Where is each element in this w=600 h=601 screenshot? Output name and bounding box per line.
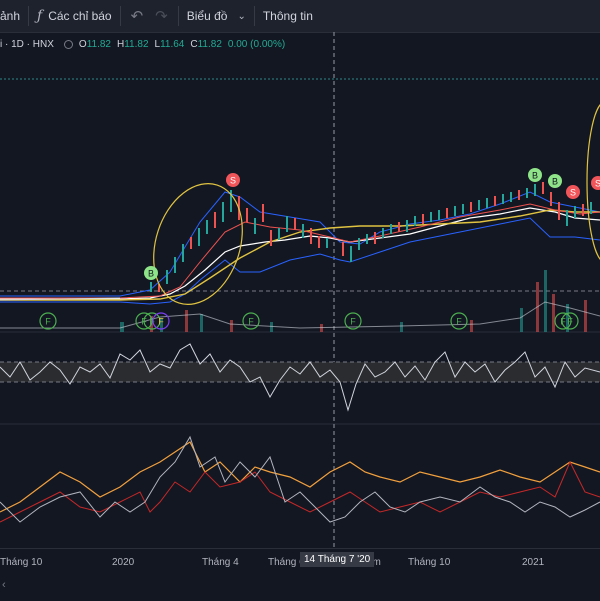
- time-axis[interactable]: Tháng 10 2020 Tháng 4 Tháng 6 ăm Tháng 1…: [0, 548, 600, 601]
- fractal-marker: F: [39, 312, 57, 330]
- fractal-marker-label: F: [149, 317, 155, 327]
- fractal-marker-label: F: [456, 317, 462, 327]
- time-axis-label: Tháng 10: [408, 557, 451, 568]
- fractal-marker: F: [344, 312, 362, 330]
- sell-marker-label: S: [570, 188, 576, 198]
- ohlc-high: H11.82: [116, 38, 149, 50]
- fractal-marker-label: F: [350, 317, 356, 327]
- chart-canvas[interactable]: B B B S S S F F F F F F F F F: [0, 32, 600, 548]
- volume-ma-line: [0, 301, 600, 329]
- function-icon: ƒ: [37, 8, 43, 24]
- sell-marker: S: [226, 173, 240, 187]
- fractal-marker-label: F: [45, 317, 51, 327]
- toolbar-truncated-label: ảnh: [0, 9, 21, 23]
- buy-marker-label: B: [552, 177, 558, 187]
- fractal-marker: F: [242, 312, 260, 330]
- bollinger-lower: [0, 217, 600, 305]
- time-axis-label: Tháng 10: [0, 557, 43, 568]
- time-axis-label: Tháng 6: [268, 557, 305, 568]
- sell-marker-label: S: [595, 179, 600, 189]
- redo-icon[interactable]: ↷: [155, 8, 168, 25]
- info-label: Thông tin: [262, 9, 313, 23]
- chart-menu-label: Biểu đồ: [186, 9, 228, 23]
- buy-marker-label: B: [148, 269, 154, 279]
- buy-marker: B: [528, 168, 542, 182]
- buy-marker-label: B: [532, 171, 538, 181]
- fractal-marker: F: [554, 312, 572, 330]
- ma-red-line: [0, 203, 600, 299]
- time-axis-label: 2020: [112, 557, 135, 568]
- oscillator-band: [0, 362, 600, 382]
- toolbar-divider: [119, 6, 121, 26]
- fractal-marker-label: F: [248, 317, 254, 327]
- oscillator-orange-line: [0, 441, 600, 513]
- highlight-ellipse: [586, 104, 600, 260]
- time-axis-label: Tháng 4: [202, 557, 239, 568]
- time-axis-label: 2021: [522, 557, 545, 568]
- symbol-legend: i · 1D · HNX O11.82 H11.82 L11.64 C11.82…: [0, 36, 291, 52]
- toggle-visibility-icon[interactable]: [63, 39, 73, 49]
- sell-marker: S: [566, 185, 580, 199]
- oscillator-line: [0, 343, 600, 412]
- fractal-marker-label: F: [158, 317, 164, 327]
- ohlc-change: 0.00 (0.00%): [227, 38, 286, 50]
- oscillator-red-line: [0, 460, 600, 523]
- fractal-marker: F: [152, 312, 170, 330]
- ohlc-open: O11.82: [78, 38, 111, 50]
- ma-long-line: [0, 209, 600, 301]
- fractal-marker: F: [561, 312, 579, 330]
- chevron-down-icon: ⌄: [237, 10, 246, 22]
- indicators-label: Các chỉ báo: [48, 9, 112, 23]
- sell-marker: S: [591, 176, 600, 190]
- oscillator-gray-line: [0, 435, 600, 523]
- fractal-marker: F: [450, 312, 468, 330]
- toolbar-truncated-item[interactable]: ảnh: [0, 0, 28, 32]
- fractal-marker: F: [143, 312, 161, 330]
- bollinger-upper: [0, 191, 600, 297]
- info-button[interactable]: Thông tin: [255, 0, 321, 32]
- top-toolbar: ảnh ƒ Các chỉ báo ↶ ↷ Biểu đồ ⌄ Thông ti…: [0, 0, 600, 33]
- ohlc-close: C11.82: [190, 38, 222, 50]
- toolbar-divider: [253, 6, 255, 26]
- toolbar-divider: [177, 6, 179, 26]
- buy-marker: B: [548, 174, 562, 188]
- fractal-marker-label: F: [567, 317, 573, 327]
- undo-redo-group: ↶ ↷: [121, 0, 178, 32]
- symbol-info[interactable]: i · 1D · HNX: [0, 38, 54, 50]
- crosshair-date-label: 14 Tháng 7 '20: [300, 552, 375, 567]
- undo-icon[interactable]: ↶: [130, 8, 144, 25]
- toolbar-divider: [28, 6, 30, 26]
- sell-marker-label: S: [230, 176, 236, 186]
- ohlc-low: L11.64: [154, 38, 185, 50]
- indicators-button[interactable]: ƒ Các chỉ báo: [29, 0, 120, 32]
- chart-menu-button[interactable]: Biểu đồ ⌄: [179, 0, 254, 32]
- fractal-marker-label: F: [560, 317, 566, 327]
- scroll-left-icon[interactable]: ‹: [2, 579, 6, 591]
- buy-marker: B: [144, 266, 158, 280]
- highlight-ellipse: [153, 183, 243, 305]
- price-candles: [0, 182, 592, 301]
